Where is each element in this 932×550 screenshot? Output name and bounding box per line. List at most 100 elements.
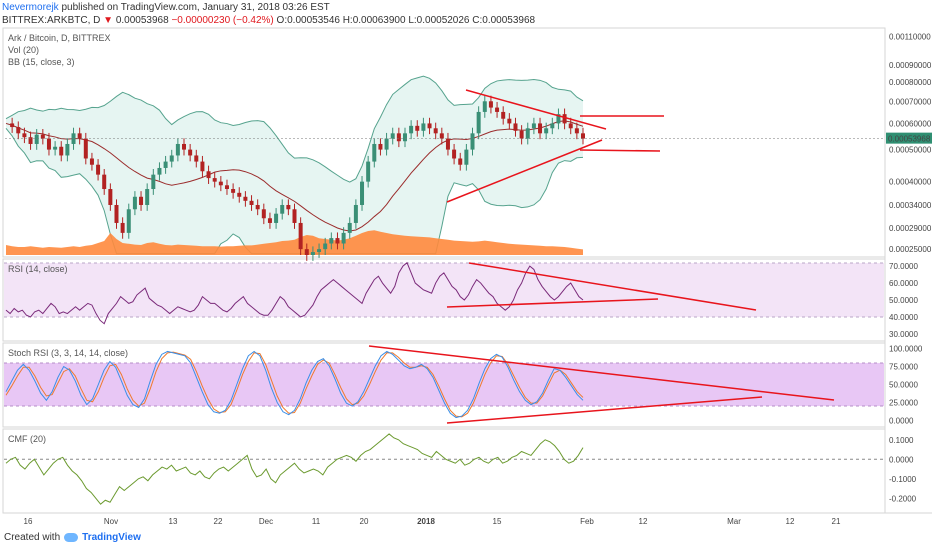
candle-body [464, 149, 469, 165]
bb-fill [6, 76, 583, 254]
x-axis-tick: Mar [727, 517, 741, 526]
stoch-y-tick: 25.0000 [889, 398, 918, 407]
candle-body [488, 101, 493, 108]
candle-body [445, 138, 450, 150]
stoch-trendline [368, 345, 835, 401]
candle-body [145, 189, 150, 205]
candle-body [433, 128, 438, 134]
cmf-line [5, 433, 584, 505]
stoch-band [4, 362, 884, 407]
candle-body [550, 123, 555, 129]
candle-body [544, 128, 549, 134]
candle-body [194, 155, 199, 162]
candle-body [581, 133, 585, 139]
x-axis-tick: 22 [214, 517, 223, 526]
tradingview-logo-icon [64, 533, 79, 542]
candle-body [53, 146, 58, 150]
bb-basis [5, 120, 584, 232]
price-y-tick: 0.00050000 [889, 146, 932, 155]
rsi-y-tick: 70.0000 [889, 262, 918, 271]
candle-body [267, 218, 272, 223]
tradingview-brand[interactable]: TradingView [82, 532, 141, 543]
cmf-y-tick: 0.1000 [889, 436, 914, 445]
candle-body [243, 196, 248, 201]
candle-body [139, 196, 144, 205]
x-axis-tick: 15 [493, 517, 502, 526]
candle-body [341, 232, 346, 244]
candle-body [452, 149, 457, 159]
candle-body [458, 158, 463, 165]
stoch-panel-title: Stoch RSI (3, 3, 14, 14, close) [8, 348, 128, 358]
candle-body [200, 161, 205, 172]
x-axis-tick: 21 [832, 517, 841, 526]
stoch-d-line [5, 351, 584, 418]
price-y-tick: 0.00060000 [889, 119, 932, 128]
publish-info: published on TradingView.com, January 31… [61, 2, 330, 13]
candle-body [495, 107, 500, 112]
stoch-k-line [5, 350, 584, 419]
candle-body [261, 209, 266, 219]
candle-body [304, 249, 309, 255]
last-price-tag [886, 132, 932, 144]
price-trendline [579, 149, 661, 152]
candle-body [212, 178, 217, 182]
stoch-y-tick: 0.0000 [889, 416, 914, 425]
symbol-header: BITTREX:ARKBTC, D ▼ 0.00053968 −0.000002… [2, 15, 535, 26]
candle-body [353, 204, 358, 223]
candle-body [574, 128, 579, 134]
stoch-trendline [446, 396, 763, 424]
candle-body [218, 181, 223, 186]
last-price: 0.00053968 [115, 15, 169, 26]
candle-body [286, 204, 291, 210]
candle-body [310, 252, 315, 255]
rsi-panel-title: RSI (14, close) [8, 264, 68, 274]
candle-body [89, 158, 94, 165]
candle-body [274, 213, 279, 223]
candle-body [59, 146, 64, 156]
candle-body [16, 127, 21, 134]
stoch-y-tick: 75.0000 [889, 363, 918, 372]
candle-body [120, 222, 125, 233]
candle-body [182, 143, 187, 150]
bb-indicator-label: BB (15, close, 3) [8, 57, 75, 67]
price-y-tick: 0.00090000 [889, 61, 932, 70]
candle-body [108, 189, 113, 205]
candle-body [384, 138, 389, 150]
candle-body [562, 114, 567, 124]
x-axis-tick: 12 [786, 517, 795, 526]
price-y-tick: 0.00025000 [889, 245, 932, 254]
candle-body [378, 143, 383, 150]
x-axis-tick: 2018 [417, 517, 435, 526]
cmf-panel[interactable] [2, 428, 886, 514]
candle-body [77, 133, 82, 139]
candle-body [96, 164, 101, 175]
cmf-panel-title: CMF (20) [8, 434, 46, 444]
x-axis-tick: 20 [360, 517, 369, 526]
candle-body [538, 123, 543, 134]
cmf-y-tick: -0.1000 [889, 475, 917, 484]
candle-body [157, 167, 162, 175]
candle-body [396, 133, 401, 142]
candle-body [360, 181, 365, 205]
candle-body [280, 204, 285, 214]
rsi-line [5, 261, 584, 325]
bb-upper [5, 75, 584, 183]
candle-body [132, 196, 137, 210]
symbol: BITTREX:ARKBTC, D [2, 15, 101, 26]
candle-body [439, 133, 444, 139]
author-link[interactable]: Nevermorejk [2, 2, 59, 13]
cmf-y-tick: 0.0000 [889, 455, 914, 464]
candle-body [329, 238, 334, 244]
price-y-tick: 0.00070000 [889, 97, 932, 106]
candle-body [40, 134, 45, 139]
x-axis-tick: 16 [24, 517, 33, 526]
price-change: −0.00000230 (−0.42%) [171, 15, 274, 26]
stoch-y-tick: 100.0000 [889, 345, 923, 354]
rsi-y-tick: 40.0000 [889, 313, 918, 322]
x-axis-tick: 12 [639, 517, 648, 526]
candle-body [231, 189, 236, 193]
candle-body [46, 138, 51, 150]
candle-body [188, 149, 193, 156]
